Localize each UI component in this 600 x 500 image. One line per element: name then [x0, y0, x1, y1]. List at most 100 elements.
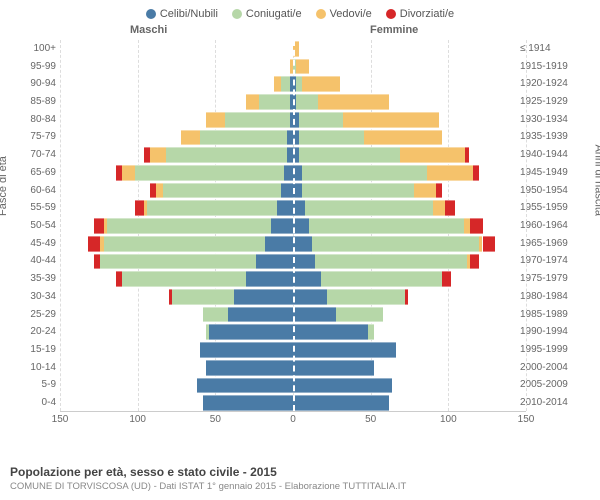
male-bar — [60, 236, 293, 252]
bar-segment — [445, 200, 454, 216]
female-bar — [293, 395, 526, 411]
female-bar — [293, 378, 526, 394]
y-right-title: Anni di nascita — [593, 144, 600, 216]
bar-segment — [473, 165, 479, 181]
y-left-axis: 100+95-9990-9485-8980-8475-7970-7465-696… — [8, 40, 60, 412]
legend-swatch — [232, 9, 242, 19]
bar-segment — [144, 200, 147, 216]
bar-segment — [200, 342, 293, 358]
bar-segment — [234, 289, 293, 305]
male-bar — [60, 112, 293, 128]
bar-segment — [296, 59, 308, 75]
female-bar — [293, 165, 526, 181]
male-bar — [60, 41, 293, 57]
x-tick: 100 — [440, 414, 457, 425]
bar-segment — [166, 147, 287, 163]
bar-segment — [135, 165, 284, 181]
age-label: 95-99 — [8, 62, 60, 72]
male-bar — [60, 94, 293, 110]
age-label: 55-59 — [8, 203, 60, 213]
bar-segment — [122, 271, 246, 287]
bar-segment — [318, 94, 389, 110]
bar-segment — [442, 271, 451, 287]
legend-item: Vedovi/e — [316, 8, 372, 20]
x-tick: 150 — [52, 414, 69, 425]
bar-segment — [433, 200, 445, 216]
bar-segment — [293, 342, 396, 358]
age-label: 100+ — [8, 44, 60, 54]
chart-title: Popolazione per età, sesso e stato civil… — [10, 465, 406, 479]
female-bar — [293, 183, 526, 199]
bar-segment — [203, 395, 293, 411]
age-label: 15-19 — [8, 345, 60, 355]
bar-segment — [299, 112, 342, 128]
bar-segment — [414, 183, 436, 199]
age-label: 20-24 — [8, 327, 60, 337]
center-line — [293, 40, 295, 411]
footer: Popolazione per età, sesso e stato civil… — [10, 465, 406, 492]
female-bar — [293, 289, 526, 305]
age-label: 30-34 — [8, 292, 60, 302]
legend-swatch — [146, 9, 156, 19]
bar-segment — [94, 254, 100, 270]
bar-segment — [163, 183, 281, 199]
x-tick: 0 — [290, 414, 296, 425]
female-bar — [293, 76, 526, 92]
female-bar — [293, 112, 526, 128]
age-label: 70-74 — [8, 150, 60, 160]
male-bar — [60, 378, 293, 394]
female-bar — [293, 360, 526, 376]
female-bar — [293, 218, 526, 234]
gender-headers: Maschi Femmine — [0, 24, 600, 40]
bar-segment — [100, 236, 103, 252]
age-label: 35-39 — [8, 274, 60, 284]
chart-area: Fasce di età Anni di nascita 100+95-9990… — [8, 40, 592, 440]
bar-segment — [281, 76, 290, 92]
male-bar — [60, 342, 293, 358]
bar-segment — [284, 165, 293, 181]
female-bar — [293, 94, 526, 110]
bar-segment — [470, 254, 479, 270]
bar-segment — [405, 289, 408, 305]
bar-segment — [293, 271, 321, 287]
bar-segment — [150, 147, 166, 163]
age-label: 60-64 — [8, 186, 60, 196]
age-label: 85-89 — [8, 97, 60, 107]
x-tick: 150 — [518, 414, 535, 425]
age-label: 10-14 — [8, 363, 60, 373]
female-bar — [293, 130, 526, 146]
legend-label: Divorziati/e — [400, 8, 454, 20]
bar-segment — [336, 307, 383, 323]
female-bar — [293, 200, 526, 216]
male-bar — [60, 289, 293, 305]
bar-segment — [368, 324, 374, 340]
female-bar — [293, 147, 526, 163]
bar-segment — [315, 254, 467, 270]
bar-segment — [293, 289, 327, 305]
bar-segment — [206, 112, 225, 128]
legend-label: Coniugati/e — [246, 8, 302, 20]
bar-segment — [302, 183, 414, 199]
male-bar — [60, 200, 293, 216]
chart-subtitle: COMUNE DI TORVISCOSA (UD) - Dati ISTAT 1… — [10, 481, 406, 492]
female-bar — [293, 59, 526, 75]
bar-segment — [181, 130, 200, 146]
bar-segment — [259, 94, 290, 110]
gridline — [526, 40, 527, 411]
bar-segment — [200, 130, 287, 146]
bar-segment — [343, 112, 439, 128]
bar-segment — [271, 218, 293, 234]
bar-segment — [104, 218, 107, 234]
bar-segment — [293, 378, 392, 394]
bar-segment — [203, 307, 228, 323]
female-bar — [293, 236, 526, 252]
bar-segment — [465, 147, 468, 163]
legend-swatch — [386, 9, 396, 19]
bar-segment — [144, 147, 150, 163]
age-label: 50-54 — [8, 221, 60, 231]
male-bar — [60, 271, 293, 287]
bar-segment — [302, 76, 339, 92]
bar-segment — [299, 147, 400, 163]
legend-item: Celibi/Nubili — [146, 8, 218, 20]
age-label: 40-44 — [8, 256, 60, 266]
